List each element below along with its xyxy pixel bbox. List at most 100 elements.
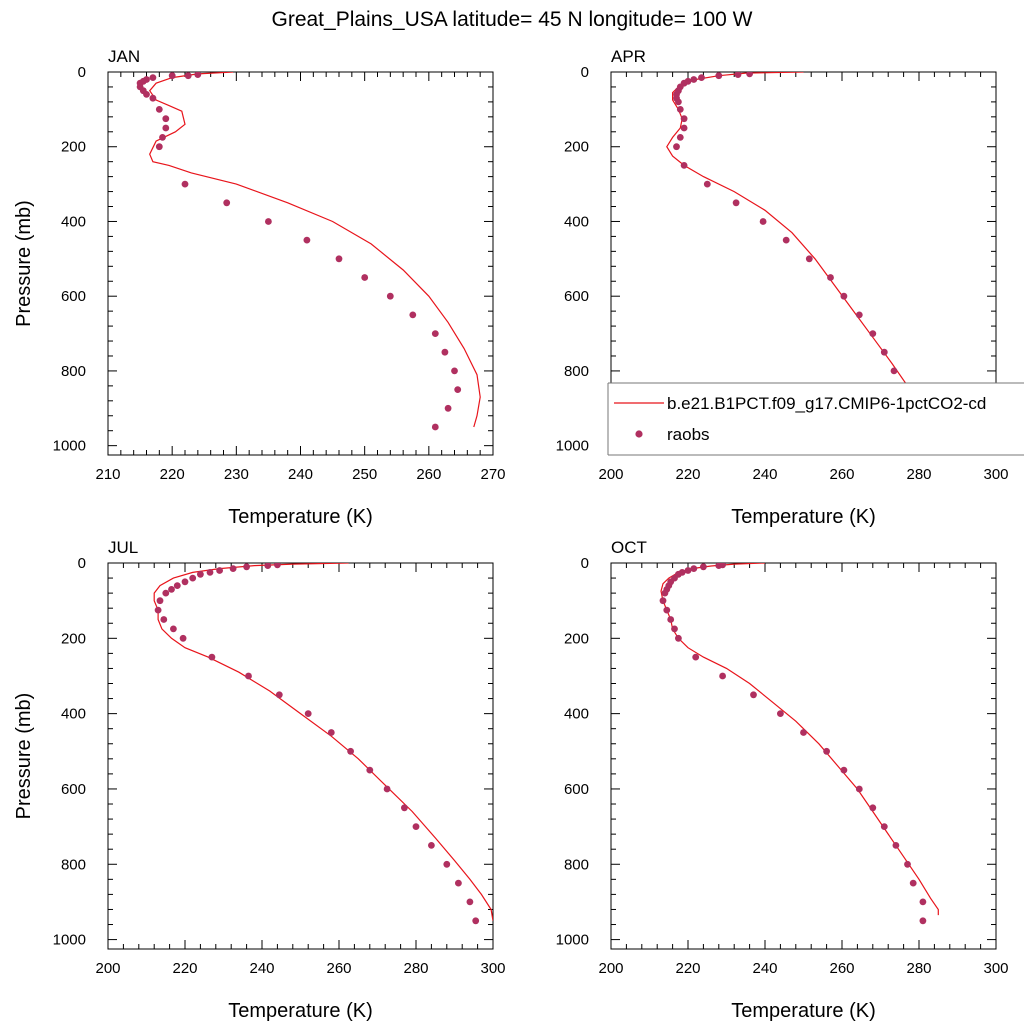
raobs-point	[909, 879, 917, 887]
x-tick-label: 220	[160, 466, 185, 483]
x-tick-label: 240	[752, 960, 777, 977]
panel-apr: APR 200 220 240 260 280 300 0 200 400 600 800 1000 Te…	[556, 47, 1009, 528]
raobs-point	[827, 274, 834, 281]
raobs-point	[684, 567, 692, 574]
raobs-point	[216, 567, 224, 574]
legend: b.e21.B1PCT.f09_g17.CMIP6-1pctCO2-cdraob…	[607, 382, 1024, 456]
raobs-point	[855, 311, 863, 319]
raobs-point	[383, 785, 391, 793]
panel-label: JAN	[108, 47, 140, 66]
y-tick-label: 0	[581, 64, 589, 81]
panel-oct: OCT 200 220 240 260 280 300 0 200 400 600 800 1000 Te…	[556, 538, 1009, 1022]
y-tick-label: 1000	[556, 932, 589, 949]
raobs-point	[303, 236, 311, 244]
x-tick-label: 200	[598, 466, 623, 483]
raobs-point	[880, 823, 888, 830]
raobs-point	[160, 616, 168, 623]
raobs-point	[179, 634, 187, 642]
raobs-point	[673, 143, 680, 151]
y-tick-label: 800	[61, 363, 86, 380]
y-tick-label: 0	[78, 555, 86, 572]
raobs-point	[904, 860, 911, 868]
raobs-point	[919, 917, 927, 925]
raobs-point	[443, 860, 451, 868]
x-axis-title: Temperature (K)	[228, 1000, 373, 1022]
plot-frame	[610, 562, 997, 950]
x-tick-label: 210	[95, 466, 120, 483]
y-tick-label: 400	[564, 213, 589, 230]
panel-label: OCT	[611, 538, 647, 557]
y-tick-label: 600	[61, 781, 86, 798]
x-tick-label: 240	[288, 466, 313, 483]
raobs-point	[444, 404, 452, 412]
x-tick-label: 260	[416, 466, 441, 483]
y-axis-title: Pressure (mb)	[13, 200, 35, 327]
raobs-point	[181, 180, 189, 188]
panels: JAN 210 220 230 240 250 260 270 0 200 400 600 800 100…	[13, 47, 1009, 1022]
x-axis-title: Temperature (K)	[731, 1000, 876, 1022]
raobs-point	[155, 106, 163, 113]
raobs-point	[156, 597, 164, 605]
raobs-point	[162, 124, 170, 132]
raobs-point	[675, 98, 682, 106]
plot-area	[136, 72, 481, 431]
raobs-point	[197, 570, 204, 578]
legend-model-label: b.e21.B1PCT.f09_g17.CMIP6-1pctCO2-cd	[667, 394, 986, 413]
raobs-point	[409, 311, 417, 319]
raobs-point	[663, 606, 671, 614]
x-tick-label: 200	[95, 960, 120, 977]
raobs-point	[264, 563, 272, 569]
raobs-point	[700, 563, 707, 571]
x-tick-label: 240	[249, 960, 274, 977]
x-tick-label: 220	[172, 960, 197, 977]
raobs-point	[335, 255, 343, 263]
raobs-point	[347, 747, 354, 755]
raobs-point	[243, 563, 251, 571]
plot-frame	[107, 562, 494, 950]
raobs-point	[840, 766, 848, 774]
y-tick-label: 600	[61, 288, 86, 305]
raobs-point	[184, 72, 192, 80]
raobs-point	[667, 616, 675, 623]
raobs-point	[466, 898, 474, 906]
raobs-point	[431, 330, 439, 337]
raobs-point	[168, 586, 175, 593]
x-tick-label: 270	[480, 466, 505, 483]
y-tick-label: 200	[564, 139, 589, 156]
raobs-point	[170, 625, 177, 633]
model-profile-line	[660, 563, 939, 916]
raobs-point	[732, 199, 740, 207]
x-tick-label: 280	[906, 960, 931, 977]
raobs-point	[703, 180, 711, 188]
panel-label: APR	[611, 47, 646, 66]
x-axis-title: Temperature (K)	[731, 506, 876, 528]
x-tick-label: 260	[829, 466, 854, 483]
x-tick-label: 300	[480, 960, 505, 977]
raobs-point	[840, 292, 848, 300]
y-tick-label: 200	[564, 630, 589, 647]
raobs-point	[162, 115, 170, 123]
legend-obs-label: raobs	[667, 425, 710, 444]
raobs-point	[401, 804, 408, 812]
raobs-point	[189, 574, 197, 582]
raobs-point	[159, 134, 166, 141]
y-tick-label: 0	[581, 555, 589, 572]
raobs-point	[805, 255, 813, 263]
raobs-point	[698, 74, 705, 81]
raobs-point	[719, 672, 726, 680]
raobs-point	[327, 729, 335, 736]
y-tick-label: 1000	[53, 438, 86, 455]
raobs-point	[454, 386, 462, 393]
plot-area	[659, 563, 939, 925]
x-tick-label: 300	[983, 466, 1008, 483]
x-tick-label: 230	[224, 466, 249, 483]
raobs-point	[880, 348, 888, 356]
raobs-point	[676, 106, 684, 113]
raobs-point	[746, 72, 753, 78]
x-tick-label: 260	[326, 960, 351, 977]
raobs-point	[692, 653, 700, 661]
y-tick-label: 800	[61, 856, 86, 873]
raobs-point	[149, 94, 157, 102]
raobs-point	[455, 879, 462, 887]
